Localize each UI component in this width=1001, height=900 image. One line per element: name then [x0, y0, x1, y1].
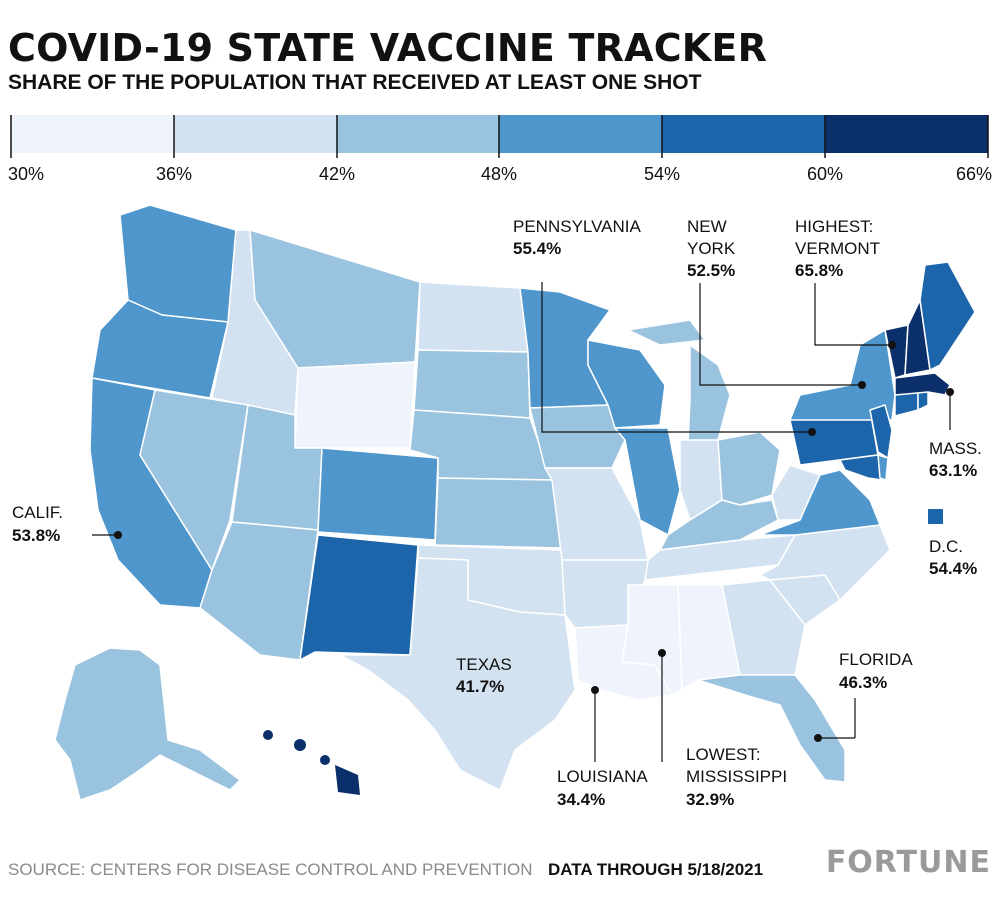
florida-value: 46.3% [839, 673, 887, 692]
state-south-dakota [413, 349, 531, 419]
page-subtitle: SHARE OF THE POPULATION THAT RECEIVED AT… [8, 71, 702, 94]
state-virginia [759, 469, 881, 536]
callout-leaders [92, 282, 951, 762]
legend-tick-42: 42% [319, 164, 355, 184]
state-new-mexico [299, 534, 419, 661]
vaccine-map: 30% 36% 42% 48% 54% 60% 66% [8, 115, 992, 809]
new-york-label-1: NEW [687, 217, 727, 236]
state-new-jersey [869, 404, 893, 459]
state-texas [339, 557, 576, 791]
dc-label: D.C. [929, 537, 963, 556]
legend-bin-2 [174, 115, 337, 153]
state-iowa [529, 404, 626, 469]
page-title: COVID-19 STATE VACCINE TRACKER [8, 26, 768, 70]
texas-label: TEXAS [456, 655, 512, 674]
florida-label: FLORIDA [839, 650, 913, 669]
mississippi-label-2: MISSISSIPPI [686, 767, 787, 786]
legend-bin-1 [11, 115, 174, 153]
state-hawaii [263, 730, 360, 795]
state-connecticut [894, 391, 919, 417]
states [54, 204, 976, 801]
dc-value: 54.4% [929, 559, 977, 578]
legend-bin-4 [499, 115, 662, 153]
louisiana-value: 34.4% [557, 790, 605, 809]
state-maryland [839, 454, 883, 481]
state-georgia [721, 579, 806, 676]
legend-scale: 30% 36% 42% 48% 54% 60% 66% [8, 115, 992, 184]
state-oregon [91, 299, 229, 399]
mississippi-label-1: LOWEST: [686, 745, 761, 764]
new-york-label-2: YORK [687, 239, 736, 258]
legend-tick-36: 36% [156, 164, 192, 184]
callout-dots [114, 341, 954, 742]
vermont-label-1: HIGHEST: [795, 217, 873, 236]
new-york-value: 52.5% [687, 261, 735, 280]
state-rhode-island [917, 391, 929, 411]
state-massachusetts [894, 372, 951, 396]
state-maine [919, 261, 976, 371]
calif-value: 53.8% [12, 526, 60, 545]
state-delaware [877, 454, 889, 481]
fortune-logo: FORTUNE [825, 845, 991, 880]
vermont-value: 65.8% [795, 261, 843, 280]
state-florida [697, 674, 846, 783]
legend-bin-6 [825, 115, 988, 153]
legend-tick-60: 60% [807, 164, 843, 184]
legend-tick-48: 48% [481, 164, 517, 184]
source-note: SOURCE: CENTERS FOR DISEASE CONTROL AND … [8, 860, 533, 879]
legend-bin-5 [662, 115, 825, 153]
legend-tick-54: 54% [644, 164, 680, 184]
texas-value: 41.7% [456, 677, 504, 696]
state-north-dakota [417, 281, 529, 353]
pennsylvania-label: PENNSYLVANIA [513, 217, 642, 236]
louisiana-label: LOUISIANA [557, 767, 648, 786]
state-kansas [434, 477, 563, 549]
pennsylvania-value: 55.4% [513, 239, 561, 258]
state-wisconsin [587, 339, 666, 429]
legend-tick-30: 30% [8, 164, 44, 184]
state-alaska [54, 647, 241, 801]
calif-label: CALIF. [12, 503, 63, 522]
data-date-note: DATA THROUGH 5/18/2021 [548, 860, 764, 879]
state-ohio [717, 431, 781, 506]
state-colorado [317, 447, 439, 541]
vermont-label-2: VERMONT [795, 239, 880, 258]
legend-bin-3 [337, 115, 499, 153]
state-wyoming [294, 361, 416, 449]
mass-value: 63.1% [929, 461, 977, 480]
state-nevada [139, 389, 249, 571]
legend-tick-66: 66% [956, 164, 992, 184]
dc-marker [928, 509, 943, 524]
mass-label: MASS. [929, 439, 982, 458]
mississippi-value: 32.9% [686, 790, 734, 809]
